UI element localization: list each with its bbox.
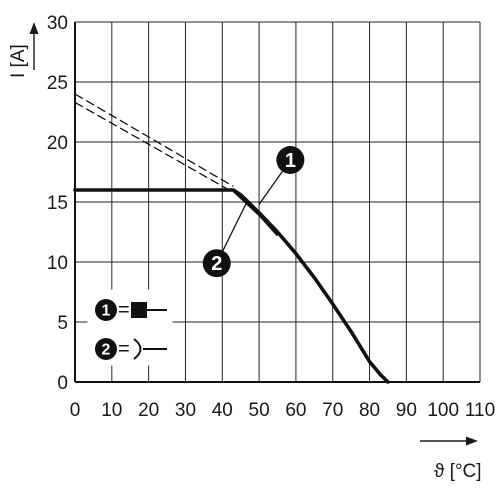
y-tick-label: 10 [47, 253, 68, 274]
legend-equals-2: = [118, 338, 130, 360]
legend-marker-2-label: 2 [102, 342, 111, 359]
x-tick-label: 90 [396, 400, 417, 421]
x-tick-label: 110 [465, 400, 495, 421]
dashed-series-line [74, 101, 234, 193]
y-tick-label: 0 [57, 373, 68, 394]
x-axis-label: ϑ [°C] [434, 461, 482, 482]
filled-square-icon [131, 302, 147, 318]
open-arc-icon [133, 338, 142, 360]
x-tick-label: 50 [249, 400, 270, 421]
derating-curve-line [73, 188, 390, 384]
y-axis-title: I [A] [8, 22, 39, 78]
marker-1-circle [276, 146, 305, 174]
marker-1-label: 1 [285, 150, 296, 172]
y-tick-label: 5 [57, 313, 68, 334]
legend: 1 = 2 = [87, 289, 173, 366]
legend-marker-2 [95, 338, 117, 360]
x-tick-label: 0 [70, 400, 81, 421]
y-axis-label: I [A] [8, 44, 29, 78]
x-axis-title: ϑ [°C] [420, 436, 482, 482]
y-tick-label: 20 [47, 133, 68, 154]
legend-item-2: 2 = [95, 338, 167, 360]
x-tick-label: 80 [359, 400, 380, 421]
curve-markers: 12 [202, 146, 305, 278]
legend-marker-1-label: 1 [102, 303, 111, 320]
y-tick-label: 25 [47, 73, 68, 94]
legend-marker-1 [95, 299, 117, 321]
y-tick-label: 30 [47, 13, 68, 34]
curve-2-branch-line [232, 190, 279, 237]
legend-equals-1: = [118, 299, 130, 321]
y-tick-label: 15 [47, 193, 68, 214]
x-tick-label: 30 [175, 400, 196, 421]
x-tick-label: 70 [322, 400, 343, 421]
legend-item-1: 1 = [95, 299, 167, 321]
x-tick-label: 100 [427, 400, 459, 421]
x-tick-label: 20 [138, 400, 159, 421]
dashed-lines [74, 93, 234, 193]
tick-labels: 0 10 20 30 40 50 60 70 80 90 100 110 0 5 10 15 20 25 30 [47, 13, 495, 421]
axes [74, 22, 480, 383]
marker-2-circle [202, 249, 231, 278]
x-tick-label: 10 [101, 400, 122, 421]
dashed-series-line [74, 93, 234, 187]
x-tick-label: 60 [285, 400, 306, 421]
marker-2-label: 2 [211, 253, 222, 275]
series-lines [73, 188, 390, 384]
x-tick-label: 40 [212, 400, 233, 421]
